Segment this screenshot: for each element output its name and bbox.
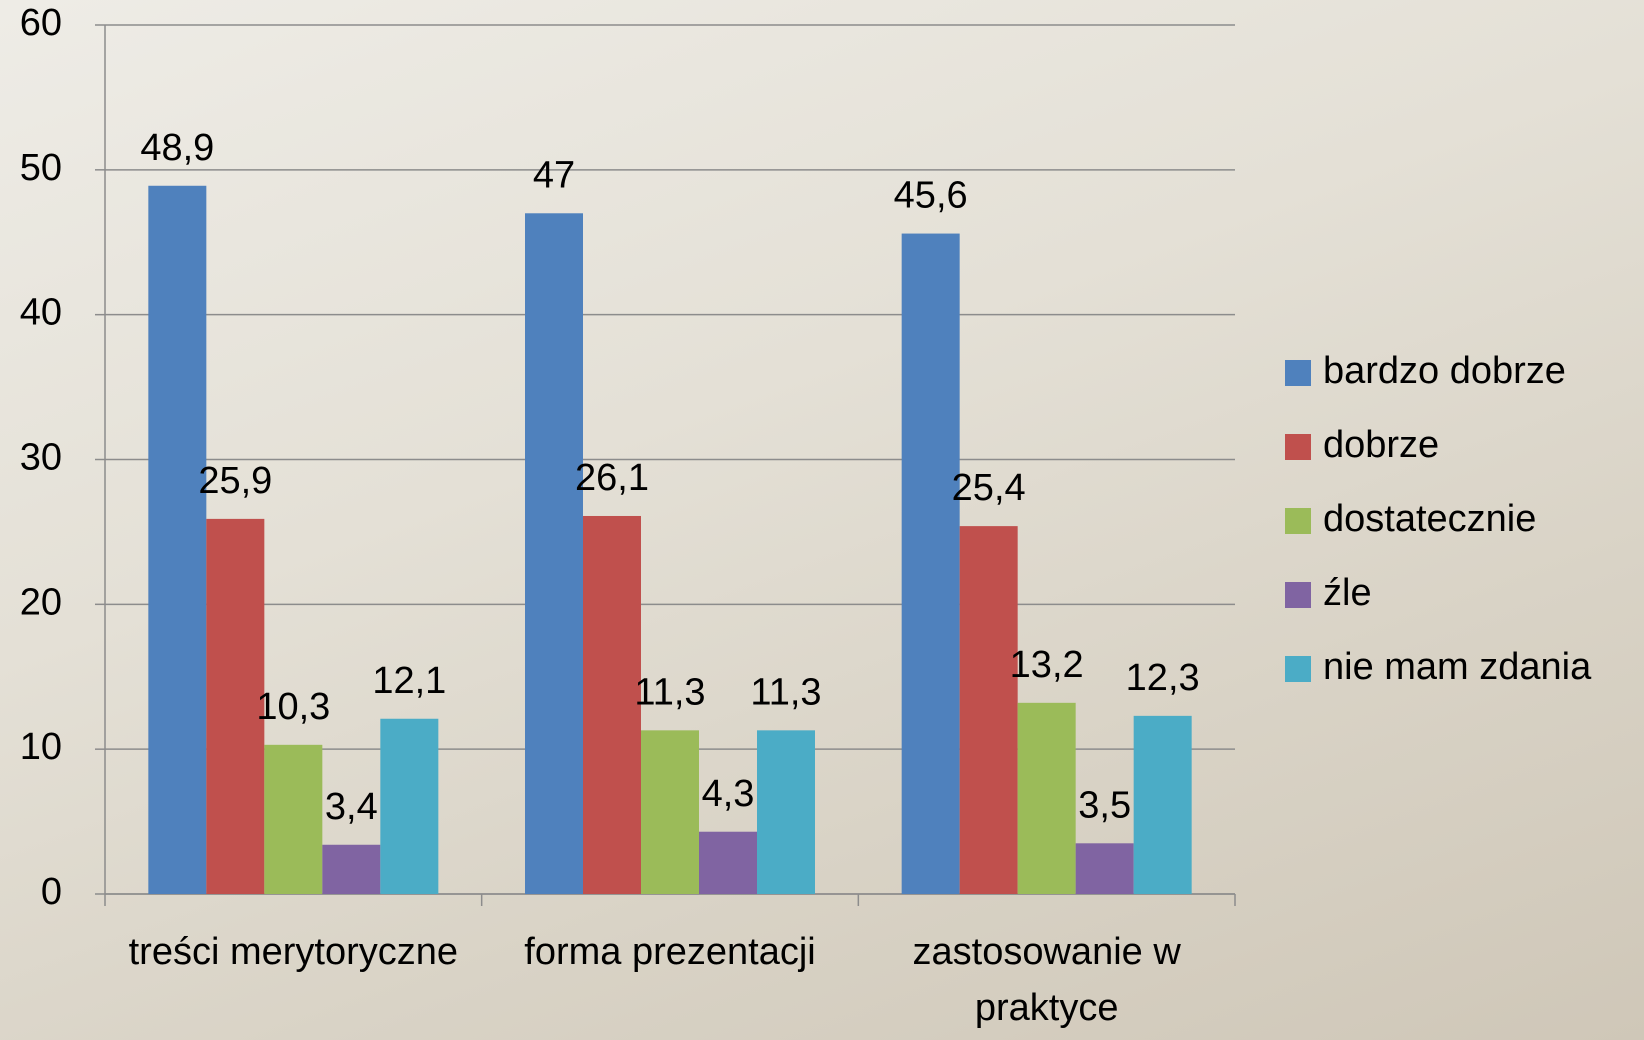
data-label: 13,2 (1010, 644, 1084, 686)
legend-swatch (1285, 582, 1311, 608)
bar (1133, 715, 1192, 894)
bar (264, 744, 323, 894)
x-tick-label: forma prezentacji (524, 931, 816, 973)
y-tick-label: 0 (41, 871, 62, 913)
legend-swatch (1285, 434, 1311, 460)
data-label: 48,9 (140, 127, 214, 169)
bar (699, 831, 757, 894)
data-label: 10,3 (256, 686, 330, 728)
legend-label: dostatecznie (1323, 498, 1536, 540)
bar (1017, 702, 1076, 894)
data-label: 47 (533, 154, 575, 196)
data-label: 25,9 (198, 460, 272, 502)
bar (901, 233, 960, 894)
bar (959, 526, 1018, 894)
x-tick-label: zastosowanie w praktyce (912, 931, 1181, 1029)
y-tick-label: 20 (20, 581, 62, 623)
data-label: 11,3 (750, 671, 821, 713)
legend-label: nie mam zdania (1323, 646, 1592, 688)
data-label: 4,3 (702, 773, 755, 815)
y-tick-label: 10 (20, 726, 62, 768)
bar (322, 844, 381, 894)
legend-label: bardzo dobrze (1323, 350, 1566, 392)
legend-label: dobrze (1323, 424, 1439, 466)
y-tick-label: 60 (20, 2, 62, 44)
data-label: 3,5 (1078, 784, 1131, 826)
legend-swatch (1285, 656, 1311, 682)
bar (1075, 843, 1134, 894)
legend-label: źle (1323, 572, 1372, 614)
bar (148, 185, 207, 894)
data-label: 3,4 (325, 786, 378, 828)
x-tick-label: treści merytoryczne (128, 931, 459, 973)
data-label: 45,6 (894, 175, 968, 217)
data-label: 12,1 (372, 660, 446, 702)
data-label: 11,3 (634, 671, 705, 713)
bar (757, 730, 815, 894)
bar (583, 515, 641, 894)
bar (641, 730, 699, 894)
y-tick-label: 50 (20, 147, 62, 189)
bar (380, 718, 439, 894)
data-label: 25,4 (952, 467, 1026, 509)
legend-swatch (1285, 508, 1311, 534)
legend-swatch (1285, 360, 1311, 386)
data-label: 12,3 (1126, 657, 1200, 699)
bar (525, 213, 583, 895)
bar (206, 518, 265, 894)
y-tick-label: 30 (20, 437, 62, 479)
y-tick-label: 40 (20, 292, 62, 334)
data-label: 26,1 (575, 457, 649, 499)
